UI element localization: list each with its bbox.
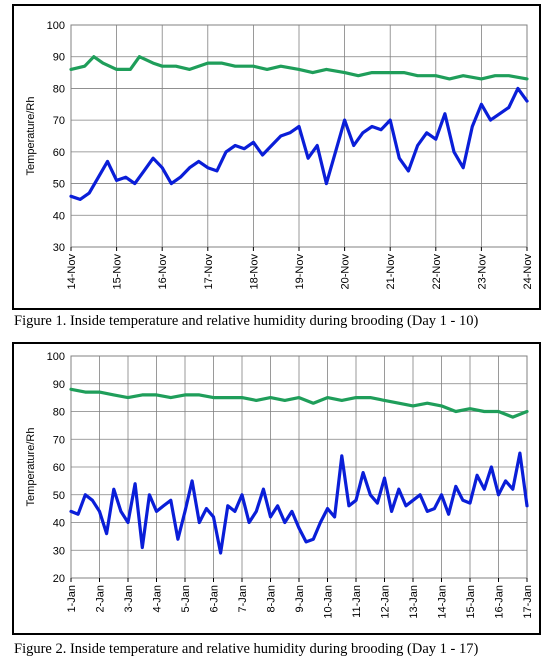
series-line-1 [69,55,529,81]
x-tick-label: 10-Jan [323,585,335,619]
x-tick-label: 22-Nov [431,254,443,290]
y-tick-label: 90 [53,379,65,391]
y-tick-label: 50 [53,490,65,502]
x-tick-label: 17-Jan [522,585,534,619]
x-tick-label: 9-Jan [294,585,306,613]
figure-1-caption: Figure 1. Inside temperature and relativ… [14,313,479,329]
x-tick-label: 15-Nov [112,254,124,290]
x-tick-label: 8-Jan [266,585,278,613]
figure-1-plot: 30 40 50 60 70 80 90 100 14-Nov 15-Nov 16-Nov 17-No… [25,20,534,290]
y-tick-label: 70 [53,115,65,127]
x-tick-label: 24-Nov [522,254,534,290]
x-tick-label: 19-Nov [294,254,306,290]
y-tick-label: 80 [53,407,65,419]
y-tick-label: 100 [47,20,65,32]
series-line-1 [69,387,529,419]
x-tick-label: 13-Jan [408,585,420,619]
x-tick-label: 2-Jan [95,585,107,613]
y-tick-label: 60 [53,147,65,159]
y-tick-label: 100 [47,351,65,363]
y-tick-label: 60 [53,462,65,474]
y-tick-label: 50 [53,179,65,191]
x-tick-label: 16-Nov [157,254,169,290]
x-tick-label: 1-Jan [66,585,78,613]
x-tick-label: 18-Nov [248,254,260,290]
x-tick-label: 17-Nov [203,254,215,290]
x-tick-label: 3-Jan [123,585,135,613]
x-tick-label: 6-Jan [209,585,221,613]
x-tick-label: 23-Nov [476,254,488,290]
y-tick-label: 40 [53,210,65,222]
x-tick-label: 14-Nov [66,254,78,290]
x-tick-label: 5-Jan [180,585,192,613]
x-tick-label: 14-Jan [437,585,449,619]
x-tick-label: 11-Jan [351,585,363,618]
y-axis-label: Temperature/Rh [25,428,37,507]
x-tick-label: 15-Jan [465,585,477,619]
y-tick-label: 70 [53,434,65,446]
x-tick-label: 16-Jan [494,585,506,619]
y-tick-label: 90 [53,52,65,64]
y-tick-label: 80 [53,83,65,95]
x-tick-label: 7-Jan [237,585,249,613]
figure-2-chart: 20 30 40 50 60 70 80 90 100 1-Jan 2-Jan 3-Jan 4-Jan 5… [12,342,541,635]
y-axis-label: Temperature/Rh [25,97,37,176]
figure-2-caption: Figure 2. Inside temperature and relativ… [14,641,479,657]
y-tick-label: 30 [53,545,65,557]
x-tick-label: 21-Nov [385,254,397,290]
series-line-2 [69,86,529,201]
series-line-2 [69,451,529,555]
x-tick-label: 12-Jan [380,585,392,619]
figure-1-chart: 30 40 50 60 70 80 90 100 14-Nov 15-Nov 16-Nov 17-No… [12,4,541,310]
y-tick-label: 20 [53,573,65,585]
figure-2-plot: 20 30 40 50 60 70 80 90 100 1-Jan 2-Jan 3-Jan 4-Jan 5… [25,351,534,619]
y-tick-label: 30 [53,242,65,254]
x-tick-label: 20-Nov [340,254,352,290]
x-tick-label: 4-Jan [152,585,164,613]
y-tick-label: 40 [53,518,65,530]
